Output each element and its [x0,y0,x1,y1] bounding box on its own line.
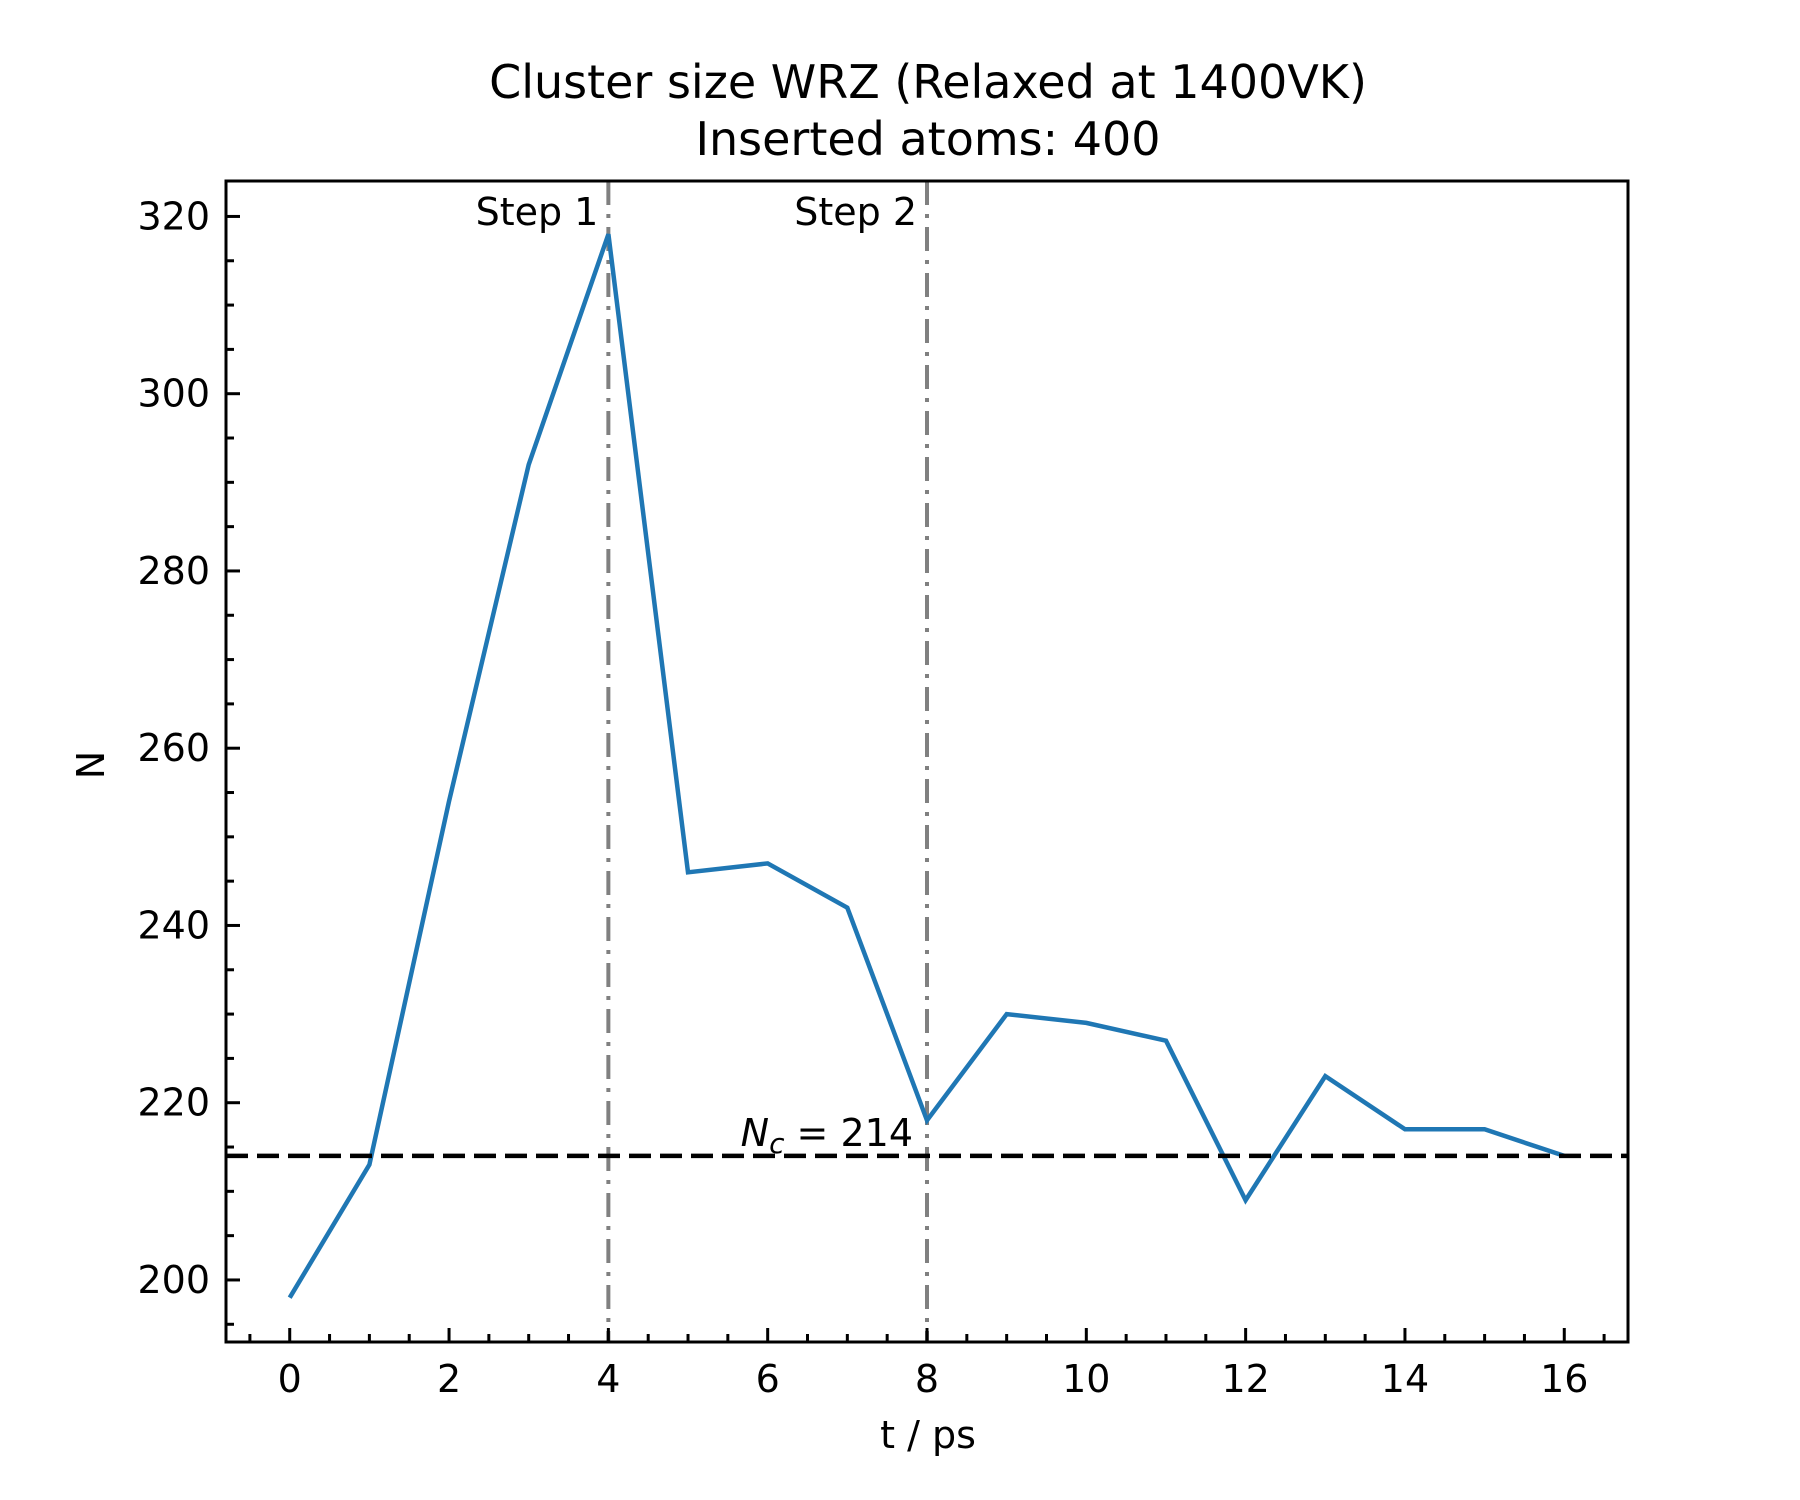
y-axis-label: N [69,751,113,779]
x-tick-label: 16 [1540,1357,1588,1401]
y-tick-label: 300 [137,372,210,416]
plot-area: Step 1 Step 2 Nc = 214 0 2 4 6 8 10 12 14 16 200 220 2… [137,179,1630,1401]
chart-subtitle: Inserted atoms: 400 [695,112,1160,166]
plot-frame [224,179,1630,1344]
y-tick-label: 320 [137,194,210,238]
data-series-line-1 [287,233,1566,1299]
x-tick-label: 10 [1062,1357,1110,1401]
step-label-2: Step 2 [794,190,917,234]
x-tick-label: 14 [1381,1357,1429,1401]
chart-title: Cluster size WRZ (Relaxed at 1400VK) [489,55,1367,109]
x-tick-label: 8 [915,1357,939,1401]
step-label-1: Step 1 [476,190,599,234]
threshold-label: Nc = 214 [741,1111,913,1160]
y-tick-label: 240 [137,903,210,947]
y-tick-label: 280 [137,549,210,593]
x-tick-label: 0 [278,1357,302,1401]
x-tick-label: 12 [1221,1357,1269,1401]
x-axis-label: t / ps [880,1413,976,1457]
y-tick-label: 200 [137,1258,210,1302]
x-tick-label: 6 [756,1357,780,1401]
y-tick-label: 220 [137,1081,210,1125]
y-tick-label: 260 [137,726,210,770]
x-tick-label: 4 [596,1357,620,1401]
x-tick-label: 2 [437,1357,461,1401]
